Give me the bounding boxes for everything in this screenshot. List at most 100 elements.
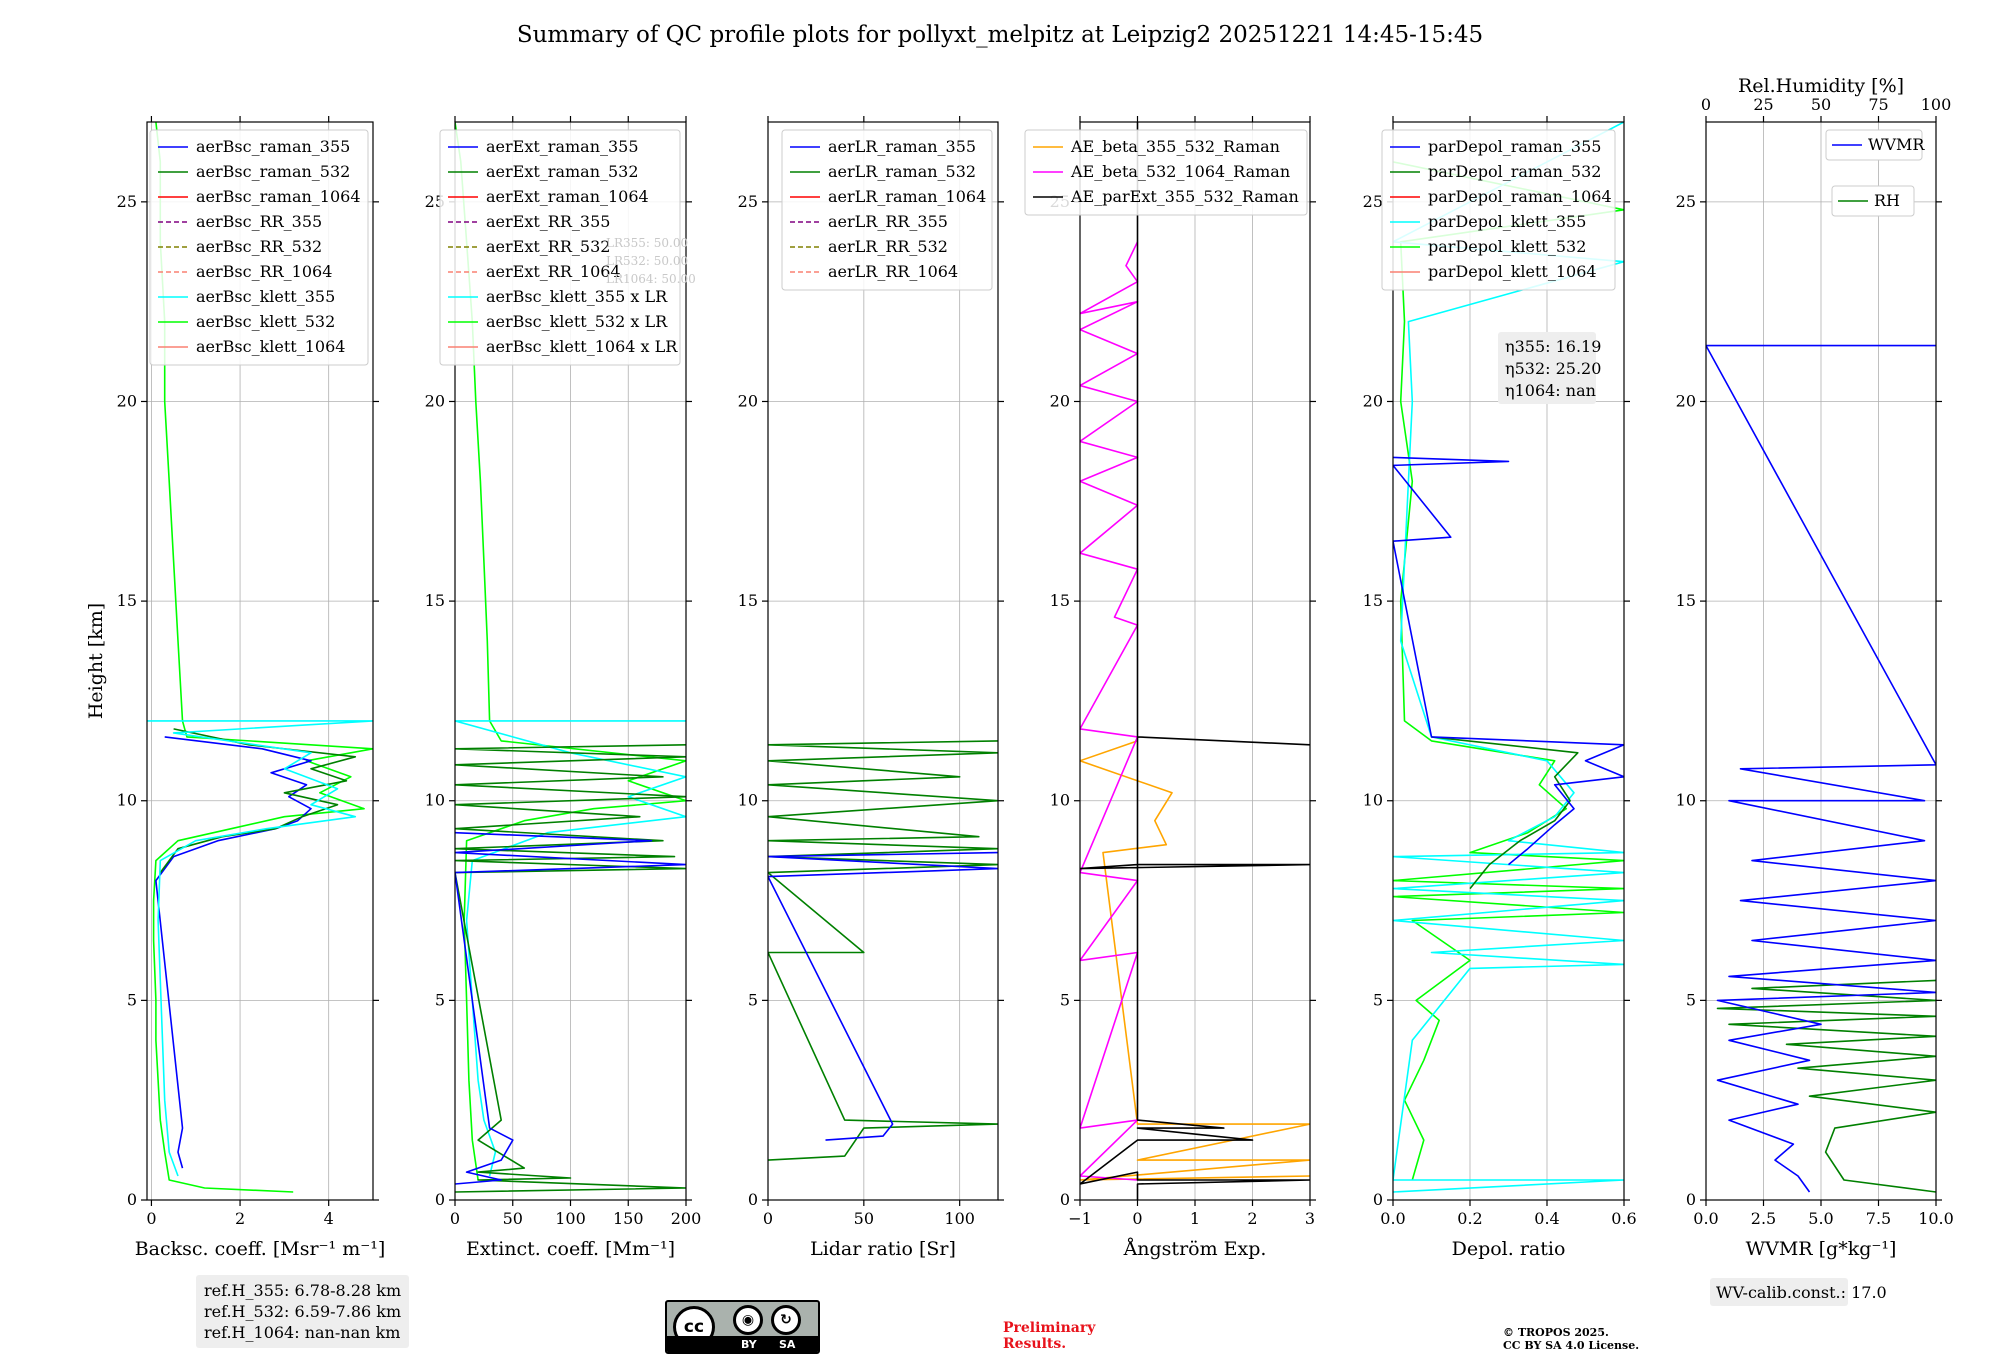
top-x-tick-label: 100 (1921, 95, 1952, 114)
legend-label: parDepol_raman_532 (1428, 162, 1601, 181)
series-line-aerExt_raman_355 (455, 831, 686, 1185)
lr-note: LR532: 50.00 (606, 254, 688, 268)
series-line-aerBsc_klett_355 (147, 720, 373, 1177)
legend-box-rh (1831, 185, 1915, 217)
series-group (1706, 344, 1936, 1193)
legend-label: aerExt_RR_355 (486, 212, 610, 231)
legend-box (781, 129, 993, 291)
copyright-line-1: © TROPOS 2025. (1503, 1326, 1609, 1339)
x-tick-label: 100 (944, 1209, 975, 1228)
panel-lr: 0 50 100 0 5 10 15 20 25 Lidar ratio [Sr] aerLR_ra… (738, 116, 1004, 1260)
x-tick-label: 2.5 (1751, 1209, 1776, 1228)
y-tick-label: 25 (1676, 192, 1696, 211)
x-tick-label: 0 (450, 1209, 460, 1228)
legend-label: aerExt_raman_532 (486, 162, 639, 181)
legend-box (149, 129, 369, 366)
x-tick-label: 0 (1132, 1209, 1142, 1228)
y-tick-label: 0 (1686, 1190, 1696, 1209)
legend-label: parDepol_raman_355 (1428, 137, 1601, 156)
calib-text: WV-calib.const.: 17.0 (1716, 1283, 1887, 1302)
y-tick-label: 15 (738, 591, 758, 610)
refh-532: ref.H_532: 6.59-7.86 km (204, 1302, 402, 1321)
y-tick-label: 25 (117, 192, 137, 211)
top-x-axis-label: Rel.Humidity [%] (1738, 75, 1904, 97)
legend-label-rh: RH (1874, 191, 1900, 210)
y-tick-label: 0 (127, 1190, 137, 1209)
x-tick-label: 3 (1305, 1209, 1315, 1228)
legend-label: aerExt_raman_1064 (486, 187, 649, 206)
x-tick-label: 4 (324, 1209, 334, 1228)
y-tick-label: 0 (748, 1190, 758, 1209)
y-tick-label: 20 (1050, 391, 1070, 410)
panel-ae: −101230510152025Ångström Exp.AE_beta_355… (1024, 116, 1316, 1260)
legend-box (1024, 129, 1308, 216)
x-tick-label: 7.5 (1866, 1209, 1891, 1228)
legend-label-wvmr: WVMR (1868, 135, 1925, 154)
y-tick-label: 25 (738, 192, 758, 211)
legend-label: aerBsc_klett_1064 (196, 337, 345, 356)
x-tick-label: 1 (1190, 1209, 1200, 1228)
legend-label: AE_parExt_355_532_Raman (1070, 187, 1299, 206)
legend-label: aerLR_raman_355 (828, 137, 976, 156)
series-line-parDepol_raman_355 (1393, 456, 1624, 866)
series-group (768, 740, 998, 1161)
y-tick-label: 20 (1363, 391, 1383, 410)
legend-label: aerBsc_klett_532 x LR (486, 312, 668, 331)
top-x-tick-label: 50 (1811, 95, 1831, 114)
eta-text: η355: 16.19 (1505, 337, 1601, 356)
legend-label: aerLR_RR_355 (828, 212, 948, 231)
series-group (1080, 122, 1310, 1200)
y-tick-label: 15 (425, 591, 445, 610)
legend-label: aerLR_raman_1064 (828, 187, 986, 206)
axes-frame (146, 121, 374, 1201)
series-line-AE_beta_532_1064_Raman (1080, 241, 1139, 1181)
series-line-aerBsc_raman_532 (159, 728, 357, 874)
y-tick-label: 0 (1060, 1190, 1070, 1209)
series-line-parDepol_klett_355 (1393, 122, 1624, 1193)
x-tick-label: 2 (235, 1209, 245, 1228)
legend-label: AE_beta_355_532_Raman (1070, 137, 1280, 156)
series-line-aerExt_raman_532 (455, 744, 686, 1193)
y-tick-label: 15 (117, 591, 137, 610)
legend-label: aerBsc_RR_532 (196, 237, 322, 256)
legend-label: aerLR_raman_532 (828, 162, 976, 181)
x-tick-label: 200 (671, 1209, 702, 1228)
y-tick-label: 5 (1686, 990, 1696, 1009)
legend-label: parDepol_klett_355 (1428, 212, 1586, 231)
panel-wv: 0.0 2.5 5.0 7.5 10.0 0 5 10 15 20 25 WVMR [g*kg⁻¹] 0… (1676, 75, 1954, 1306)
legend-label: aerBsc_raman_355 (196, 137, 350, 156)
x-tick-label: −1 (1068, 1209, 1092, 1228)
y-tick-label: 5 (435, 990, 445, 1009)
eta-text: η1064: nan (1505, 381, 1596, 400)
x-tick-label: 0 (146, 1209, 156, 1228)
series-line-parDepol_klett_532 (1393, 161, 1624, 1181)
top-x-tick-label: 75 (1868, 95, 1888, 114)
reference-height-box: ref.H_355: 6.78-8.28 km ref.H_532: 6.59-… (196, 1275, 410, 1348)
y-tick-label: 10 (425, 791, 445, 810)
x-tick-label: 0 (763, 1209, 773, 1228)
legend-box (1381, 129, 1616, 291)
x-tick-label: 0.4 (1534, 1209, 1559, 1228)
legend-label: aerExt_RR_532 (486, 237, 610, 256)
series-group (147, 122, 373, 1193)
panel-depol: 0.0 0.2 0.4 0.6 0 5 10 15 20 25 Depol. ratio parDep… (1363, 116, 1637, 1260)
legend-label: aerBsc_klett_355 x LR (486, 287, 668, 306)
top-x-tick-label: 25 (1753, 95, 1773, 114)
eta-text: η532: 25.20 (1505, 359, 1601, 378)
legend-label: aerBsc_klett_1064 x LR (486, 337, 678, 356)
prelim-line-1: Preliminary (1003, 1320, 1096, 1336)
legend-label: aerBsc_klett_532 (196, 312, 335, 331)
x-tick-label: 0.2 (1457, 1209, 1482, 1228)
legend-label: aerBsc_raman_1064 (196, 187, 361, 206)
y-tick-label: 5 (1060, 990, 1070, 1009)
panel-bsc: 0 2 4 0 5 10 15 20 25 Backsc. coeff. [Msr⁻¹ m⁻¹] H… (85, 116, 385, 1260)
y-tick-label: 20 (117, 391, 137, 410)
series-line-parDepol_raman_532 (1431, 736, 1579, 890)
by-person-icon: ◉ (733, 1305, 763, 1335)
legend-label: aerBsc_klett_355 (196, 287, 335, 306)
y-axis-label: Height [km] (85, 603, 107, 719)
x-tick-label: 50 (854, 1209, 874, 1228)
series-line-RH (1716, 979, 1936, 1193)
